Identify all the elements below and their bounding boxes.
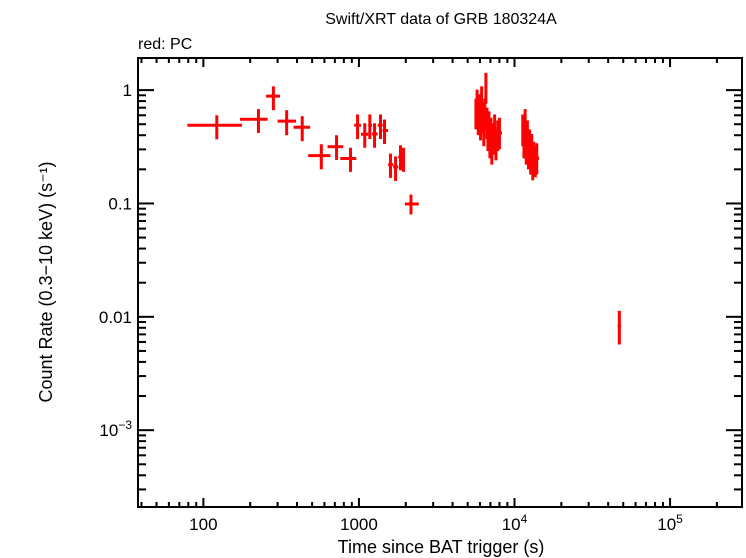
data-point [388,153,394,178]
data-point [308,144,331,170]
data-point [266,86,281,111]
chart-title: Swift/XRT data of GRB 180324A [325,11,557,28]
data-point [404,194,419,215]
data-point [340,147,357,172]
data-point [372,123,378,148]
y-tick-label: 0.1 [108,194,132,213]
data-point [535,143,540,175]
data-point [354,114,361,140]
x-tick-label: 104 [502,512,528,534]
chart-subtitle: red: PC [138,36,192,53]
data-point [327,135,344,160]
x-axis-label: Time since BAT trigger (s) [338,537,545,557]
data-point [484,72,488,104]
plot-frame [137,57,743,508]
data-point [402,147,406,172]
data-point [483,98,487,130]
data-point [497,117,502,150]
data-point [398,145,403,171]
data-points [187,72,622,345]
data-point [617,310,622,345]
data-point [368,114,373,140]
data-point [187,115,242,140]
data-point [393,156,399,181]
data-point [240,109,268,133]
axis-ticks [138,58,742,507]
data-point [377,114,383,140]
x-tick-label: 100 [189,515,217,534]
data-point [293,116,311,142]
y-tick-label: 0.01 [99,308,132,327]
y-tick-label: 1 [123,81,132,100]
data-point [277,110,297,136]
tick-labels: 100 1000 104 105 1 0.1 0.01 10−3 [99,81,683,534]
x-tick-label: 105 [657,512,683,534]
y-tick-label: 10−3 [99,418,132,440]
data-point [382,119,389,144]
data-point [360,123,369,148]
x-tick-label: 1000 [340,515,378,534]
y-axis-label: Count Rate (0.3−10 keV) (s⁻¹) [36,161,56,402]
